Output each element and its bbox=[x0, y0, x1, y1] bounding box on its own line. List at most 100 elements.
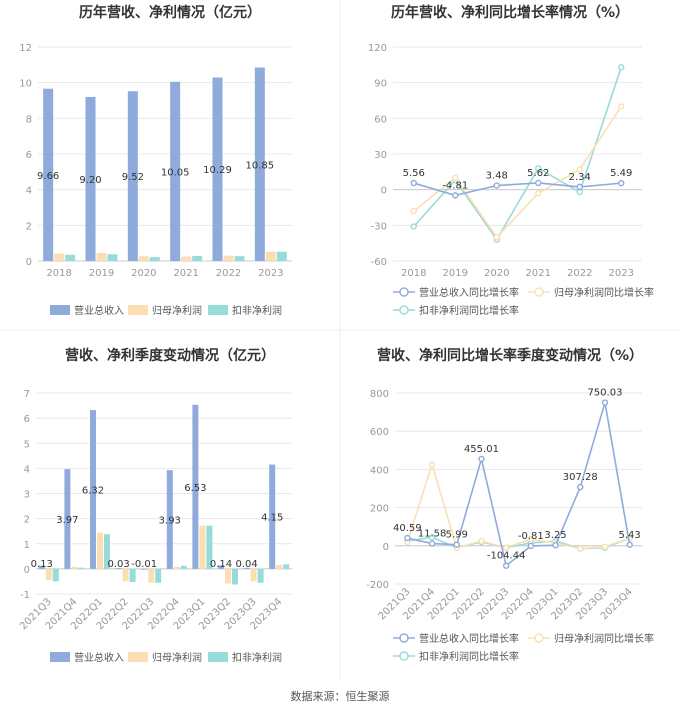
line-point[interactable] bbox=[577, 545, 584, 552]
bar-deducted-profit[interactable] bbox=[129, 568, 136, 582]
bar-net-profit[interactable] bbox=[265, 251, 276, 261]
line-point[interactable] bbox=[410, 223, 417, 230]
bar-net-profit[interactable] bbox=[97, 532, 103, 569]
bar-revenue[interactable] bbox=[192, 404, 199, 569]
legend-item[interactable]: 营业总收入同比增长率 bbox=[393, 632, 519, 645]
line-point[interactable] bbox=[576, 183, 583, 191]
legend-item[interactable]: 营业总收入 bbox=[50, 651, 124, 664]
line-point[interactable] bbox=[618, 64, 625, 71]
line-point[interactable] bbox=[618, 103, 625, 110]
line-point[interactable] bbox=[410, 179, 417, 187]
annual-line-chart: 历年营收、净利同比增长率情况（%） -60 -30 0 30 60 90 120 2018 201… bbox=[368, 4, 654, 317]
bar-revenue[interactable] bbox=[170, 81, 181, 262]
line-point[interactable] bbox=[527, 542, 535, 550]
line-point[interactable] bbox=[404, 534, 411, 542]
bar-revenue[interactable] bbox=[127, 91, 138, 261]
bar-revenue[interactable] bbox=[64, 469, 71, 569]
bar-net-profit[interactable] bbox=[225, 568, 231, 584]
line-point[interactable] bbox=[502, 544, 510, 551]
bar-deducted-profit[interactable] bbox=[192, 256, 203, 261]
bar-deducted-profit[interactable] bbox=[276, 251, 287, 261]
line-point[interactable] bbox=[535, 165, 542, 172]
line-point[interactable] bbox=[502, 562, 510, 569]
line-point[interactable] bbox=[576, 166, 583, 173]
line-point[interactable] bbox=[577, 483, 584, 491]
bar-deducted-profit[interactable] bbox=[232, 568, 238, 585]
bar-net-profit[interactable] bbox=[199, 525, 206, 569]
bar-deducted-profit[interactable] bbox=[107, 254, 118, 261]
legend-item[interactable]: 扣非净利润 bbox=[208, 304, 282, 317]
line-point[interactable] bbox=[428, 540, 436, 547]
bar-net-profit[interactable] bbox=[250, 568, 257, 582]
legend-item[interactable]: 归母净利润同比增长率 bbox=[528, 632, 654, 645]
bar-net-profit[interactable] bbox=[181, 256, 192, 261]
bar-revenue[interactable] bbox=[166, 470, 173, 569]
bar-net-profit[interactable] bbox=[71, 566, 78, 569]
bar-revenue[interactable] bbox=[254, 67, 265, 261]
bar-revenue[interactable] bbox=[43, 88, 54, 261]
bar-net-profit[interactable] bbox=[138, 256, 149, 261]
line-point[interactable] bbox=[535, 179, 542, 187]
line-point[interactable] bbox=[453, 541, 460, 548]
bar-net-profit[interactable] bbox=[223, 255, 234, 261]
line-point[interactable] bbox=[493, 182, 500, 189]
bar-revenue[interactable] bbox=[85, 96, 96, 261]
bar-revenue[interactable] bbox=[218, 565, 224, 569]
line-point[interactable] bbox=[493, 234, 500, 241]
quarter-line-chart: 营收、净利同比增长率季度变动情况（%）-20002004006008002021… bbox=[366, 347, 654, 663]
line-point[interactable] bbox=[428, 534, 436, 541]
bar-deducted-profit[interactable] bbox=[52, 568, 59, 582]
y-tick-label: 4 bbox=[26, 186, 32, 197]
bar-revenue[interactable] bbox=[90, 410, 96, 569]
line-point[interactable] bbox=[576, 188, 583, 196]
bar-deducted-profit[interactable] bbox=[104, 534, 110, 569]
legend-item[interactable]: 归母净利润同比增长率 bbox=[528, 286, 654, 299]
bar-revenue[interactable] bbox=[38, 565, 45, 569]
bar-net-profit[interactable] bbox=[45, 568, 52, 581]
legend-item[interactable]: 营业总收入 bbox=[50, 304, 124, 317]
bar-deducted-profit[interactable] bbox=[155, 568, 162, 583]
legend-item[interactable]: 扣非净利润同比增长率 bbox=[393, 650, 519, 663]
legend-item[interactable]: 营业总收入同比增长率 bbox=[393, 286, 519, 299]
quarter-bar-title: 营收、净利季度变动情况（亿元） bbox=[65, 347, 275, 364]
bar-revenue[interactable] bbox=[243, 567, 250, 569]
bar-net-profit[interactable] bbox=[276, 565, 283, 569]
bar-revenue[interactable] bbox=[269, 464, 276, 569]
legend-item[interactable]: 归母净利润 bbox=[128, 651, 202, 664]
bar-net-profit[interactable] bbox=[122, 568, 129, 582]
bar-deducted-profit[interactable] bbox=[149, 257, 160, 261]
bar-revenue[interactable] bbox=[115, 568, 122, 569]
bar-deducted-profit[interactable] bbox=[234, 256, 245, 261]
line-point[interactable] bbox=[478, 455, 485, 463]
line-point[interactable] bbox=[535, 190, 542, 197]
line-point[interactable] bbox=[478, 537, 485, 545]
bar-net-profit[interactable] bbox=[148, 568, 155, 583]
bar-revenue[interactable] bbox=[212, 77, 223, 262]
bar-value-label: 10.05 bbox=[161, 167, 190, 178]
line-point[interactable] bbox=[601, 543, 609, 550]
bar-deducted-profit[interactable] bbox=[65, 254, 76, 261]
bar-deducted-profit[interactable] bbox=[180, 565, 187, 569]
bar-net-profit[interactable] bbox=[173, 566, 180, 569]
y-tick-label: 2 bbox=[24, 515, 30, 526]
bar-deducted-profit[interactable] bbox=[78, 567, 85, 569]
legend-item[interactable]: 归母净利润 bbox=[128, 304, 202, 317]
line-point[interactable] bbox=[452, 192, 459, 199]
bar-revenue[interactable] bbox=[141, 568, 148, 570]
line-point[interactable] bbox=[527, 535, 535, 543]
bar-deducted-profit[interactable] bbox=[283, 564, 290, 569]
line-point[interactable] bbox=[452, 174, 459, 181]
line-point[interactable] bbox=[618, 179, 625, 187]
line-point[interactable] bbox=[552, 541, 559, 549]
bar-deducted-profit[interactable] bbox=[257, 568, 264, 583]
line-point[interactable] bbox=[626, 541, 633, 548]
line-value-label: 5.56 bbox=[403, 168, 425, 179]
bar-deducted-profit[interactable] bbox=[206, 525, 213, 569]
bar-net-profit[interactable] bbox=[54, 253, 65, 261]
line-point[interactable] bbox=[410, 207, 417, 215]
legend-item[interactable]: 扣非净利润 bbox=[208, 651, 282, 664]
legend-item[interactable]: 扣非净利润同比增长率 bbox=[393, 304, 519, 317]
line-point[interactable] bbox=[601, 399, 609, 406]
bar-net-profit[interactable] bbox=[96, 252, 107, 261]
line-point[interactable] bbox=[428, 461, 436, 468]
